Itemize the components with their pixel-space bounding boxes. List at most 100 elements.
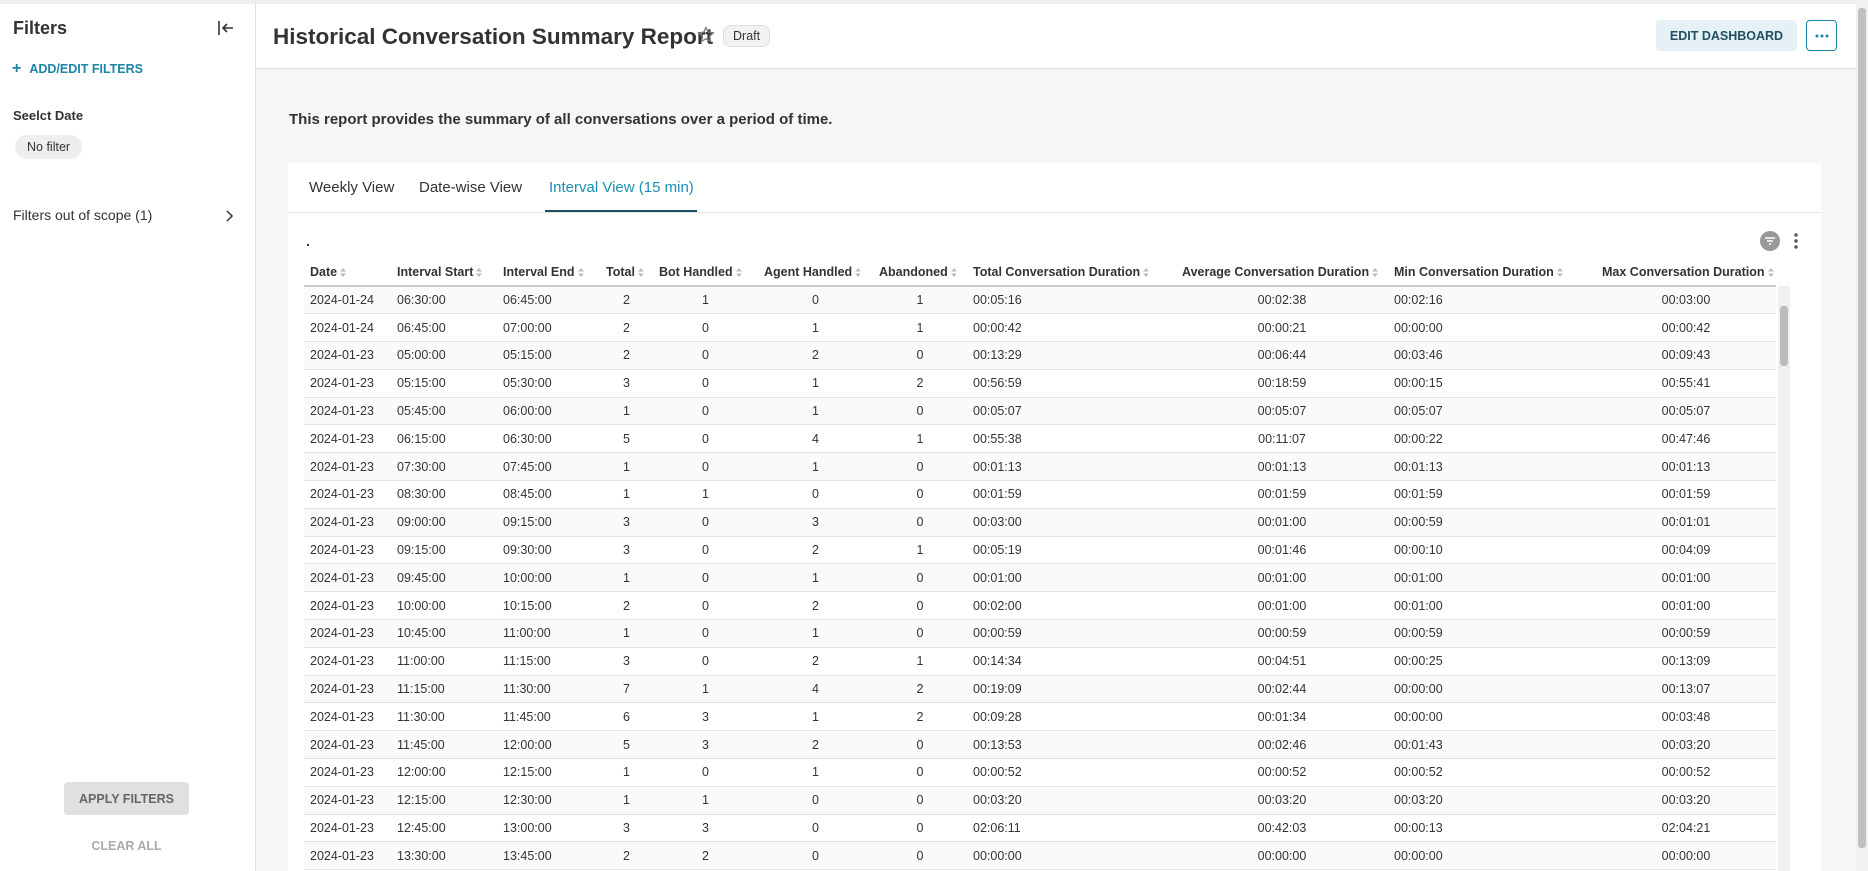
table-cell: 2024-01-23 — [304, 675, 391, 704]
table-cell: 3 — [600, 814, 653, 843]
column-header[interactable]: Min Conversation Duration — [1388, 258, 1596, 287]
table-cell: 0 — [653, 313, 758, 343]
table-cell: 00:01:59 — [1596, 480, 1776, 509]
table-cell: 00:02:44 — [1176, 675, 1388, 704]
table-cell: 2024-01-23 — [304, 841, 391, 871]
table-cell: 02:04:21 — [1596, 814, 1776, 843]
column-header[interactable]: Date — [304, 258, 391, 287]
collapse-icon[interactable] — [216, 18, 236, 38]
table-cell: 2024-01-23 — [304, 702, 391, 732]
table-cell: 00:00:00 — [1596, 841, 1776, 871]
table-cell: 00:01:59 — [1388, 480, 1596, 509]
table-cell: 11:30:00 — [497, 675, 600, 704]
column-header[interactable]: Total Conversation Duration — [967, 258, 1176, 287]
page-scroll-thumb[interactable] — [1858, 8, 1866, 848]
table-cell: 00:00:25 — [1388, 647, 1596, 676]
column-header-text: Total — [606, 264, 635, 279]
table-cell: 0 — [653, 758, 758, 787]
tab-underline — [545, 210, 697, 212]
column-header[interactable]: Agent Handled — [758, 258, 873, 287]
more-button[interactable] — [1806, 20, 1837, 51]
table-row: 2024-01-23 07:30:00 07:45:00 1 0 1 0 00:01:13 00… — [304, 452, 1776, 482]
table-cell: 0 — [653, 647, 758, 676]
table-cell: 00:13:29 — [967, 341, 1176, 370]
column-header[interactable]: Total — [600, 258, 653, 287]
table-cell: 00:02:38 — [1176, 286, 1388, 315]
table-cell: 1 — [873, 424, 967, 454]
table-scrollbar[interactable] — [1778, 286, 1790, 871]
star-icon[interactable] — [697, 26, 715, 44]
column-header[interactable]: Bot Handled — [653, 258, 758, 287]
table-scroll-thumb[interactable] — [1780, 306, 1788, 366]
table-cell: 1 — [758, 397, 873, 426]
table-cell: 00:00:10 — [1388, 536, 1596, 565]
table-cell: 11:30:00 — [391, 702, 497, 732]
table-cell: 00:01:00 — [1388, 591, 1596, 621]
page-scrollbar[interactable] — [1856, 0, 1868, 871]
clear-button[interactable]: CLEAR ALL — [91, 839, 162, 853]
table-cell: 2024-01-23 — [304, 591, 391, 621]
table-cell: 00:01:00 — [967, 563, 1176, 593]
tab[interactable]: Date-wise View — [419, 179, 523, 196]
table-cell: 00:05:16 — [967, 286, 1176, 315]
table-cell: 3 — [758, 508, 873, 537]
table-cell: 13:45:00 — [497, 841, 600, 871]
column-header[interactable]: Interval End — [497, 258, 600, 287]
table-cell: 00:01:00 — [1596, 591, 1776, 621]
table-cell: 2024-01-23 — [304, 619, 391, 648]
tab[interactable]: Weekly View — [309, 179, 395, 196]
table-cell: 11:15:00 — [497, 647, 600, 676]
table-cell: 0 — [653, 591, 758, 621]
table-tools[interactable] — [1760, 231, 1802, 253]
column-header-text: Average Conversation Duration — [1182, 264, 1370, 279]
table-cell: 00:00:59 — [1388, 508, 1596, 537]
table-cell: 05:30:00 — [497, 369, 600, 398]
table-row: 2024-01-23 12:45:00 13:00:00 3 3 0 0 02:06:11 00… — [304, 814, 1776, 843]
table-cell: 00:01:13 — [967, 452, 1176, 482]
column-header[interactable]: Abandoned — [873, 258, 967, 287]
report-title: Historical Conversation Summary Report — [273, 24, 714, 49]
table-cell: 00:11:07 — [1176, 424, 1388, 454]
out-of-scope[interactable]: Filters out of scope (1) — [13, 207, 153, 223]
table-cell: 07:00:00 — [497, 313, 600, 343]
table-cell: 2 — [758, 341, 873, 370]
table-cell: 07:30:00 — [391, 452, 497, 482]
table-cell: 2 — [758, 536, 873, 565]
table-row: 2024-01-23 12:00:00 12:15:00 1 0 1 0 00:00:52 00… — [304, 758, 1776, 787]
column-header[interactable]: Average Conversation Duration — [1176, 258, 1388, 287]
table-cell: 05:00:00 — [391, 341, 497, 370]
table-cell: 00:01:00 — [1176, 563, 1388, 593]
table-cell: 10:00:00 — [497, 563, 600, 593]
table-cell: 13:30:00 — [391, 841, 497, 871]
column-header[interactable]: Interval Start — [391, 258, 497, 287]
table-row: 2024-01-23 11:45:00 12:00:00 5 3 2 0 00:13:53 00… — [304, 730, 1776, 760]
table-cell: 1 — [758, 563, 873, 593]
table-row: 2024-01-24 06:30:00 06:45:00 2 1 0 1 00:05:16 00… — [304, 286, 1776, 315]
column-header[interactable]: Max Conversation Duration — [1596, 258, 1776, 287]
table-cell: 00:05:19 — [967, 536, 1176, 565]
table-cell: 00:03:48 — [1596, 702, 1776, 732]
edit-dashboard-button[interactable]: EDIT DASHBOARD — [1656, 20, 1797, 51]
table-cell: 6 — [600, 702, 653, 732]
filter-label: Seelct Date — [13, 108, 84, 123]
table-cell: 00:01:13 — [1176, 452, 1388, 482]
chart-header: . — [306, 233, 310, 249]
table-cell: 2 — [653, 841, 758, 871]
table-cell: 07:45:00 — [497, 452, 600, 482]
tab[interactable]: Interval View (15 min) — [549, 179, 694, 196]
table-cell: 05:45:00 — [391, 397, 497, 426]
add-filters[interactable]: + ADD/EDIT FILTERS — [12, 60, 143, 77]
table-cell: 09:15:00 — [497, 508, 600, 537]
table-cell: 3 — [600, 536, 653, 565]
table-cell: 00:03:00 — [967, 508, 1176, 537]
table-row: 2024-01-23 11:30:00 11:45:00 6 3 1 2 00:09:28 00… — [304, 702, 1776, 732]
table-cell: 0 — [653, 452, 758, 482]
table-cell: 1 — [873, 286, 967, 315]
chevron — [226, 210, 234, 222]
table-row: 2024-01-23 11:15:00 11:30:00 7 1 4 2 00:19:09 00… — [304, 675, 1776, 704]
table-cell: 2 — [600, 313, 653, 343]
data-table: Date Interval Start Interval End Total Bot H… — [304, 258, 1776, 871]
apply-button[interactable]: APPLY FILTERS — [64, 782, 189, 815]
table-cell: 00:47:46 — [1596, 424, 1776, 454]
